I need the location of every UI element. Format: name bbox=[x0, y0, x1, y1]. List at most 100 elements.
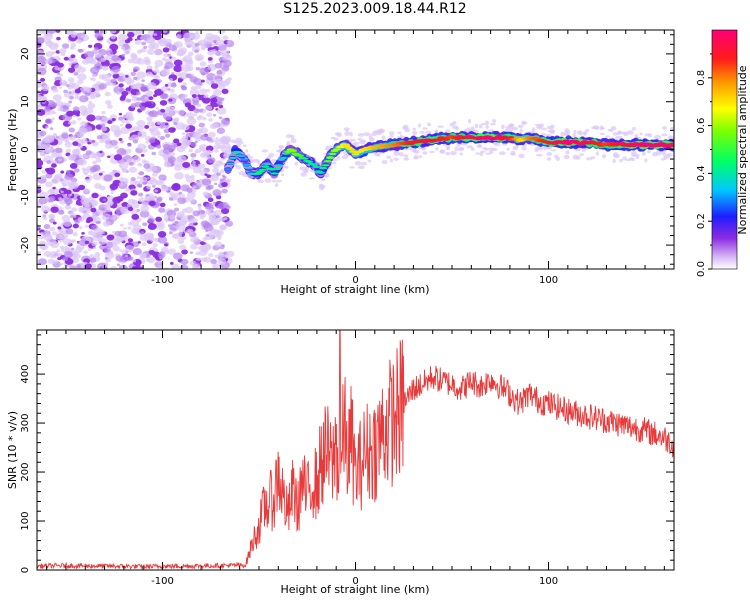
noise-speckle bbox=[156, 144, 162, 149]
noise-speckle bbox=[181, 85, 187, 90]
y-tick-label: 0 bbox=[20, 567, 31, 573]
noise-speckle bbox=[88, 100, 92, 104]
noise-speckle bbox=[146, 82, 157, 90]
noise-speckle bbox=[77, 216, 85, 223]
noise-speckle bbox=[157, 230, 167, 238]
noise-speckle bbox=[192, 166, 202, 174]
noise-speckle bbox=[127, 238, 134, 243]
noise-speckle bbox=[101, 110, 106, 115]
ridge-halo bbox=[290, 138, 297, 144]
noise-speckle bbox=[43, 32, 54, 41]
noise-speckle bbox=[70, 33, 77, 38]
noise-speckle bbox=[214, 229, 220, 234]
noise-speckle bbox=[153, 69, 160, 74]
noise-speckle bbox=[221, 181, 228, 188]
ridge-halo bbox=[445, 147, 450, 150]
noise-speckle bbox=[176, 211, 185, 218]
colorbar-tick-label: 0.0 bbox=[696, 261, 707, 277]
ridge-halo bbox=[517, 124, 524, 129]
noise-speckle bbox=[149, 66, 153, 70]
noise-speckle bbox=[144, 195, 152, 202]
snr-panel: -100 0 100 0 100 200 300 400 Height of straight… bbox=[6, 329, 675, 596]
ridge-halo bbox=[490, 122, 496, 126]
noise-speckle bbox=[163, 125, 167, 129]
noise-speckle bbox=[148, 96, 154, 101]
ridge-halo bbox=[281, 173, 285, 177]
noise-speckle bbox=[55, 30, 61, 33]
noise-speckle bbox=[186, 65, 194, 72]
noise-speckle bbox=[118, 116, 124, 121]
snr-axes: -100 0 100 0 100 200 300 400 bbox=[20, 330, 674, 587]
ridge-halo bbox=[420, 147, 427, 151]
ridge-halo bbox=[576, 155, 581, 160]
noise-speckle bbox=[225, 220, 234, 227]
noise-speckle bbox=[176, 34, 182, 39]
y-tick-label: -10 bbox=[20, 189, 31, 205]
ridge-halo bbox=[367, 159, 372, 163]
noise-speckle bbox=[111, 238, 121, 245]
noise-speckle bbox=[68, 121, 72, 125]
noise-speckle bbox=[193, 113, 198, 117]
ridge-halo bbox=[474, 123, 479, 129]
noise-speckle bbox=[138, 192, 144, 197]
noise-speckle bbox=[64, 204, 72, 210]
noise-speckle bbox=[200, 210, 206, 214]
ridge-cell bbox=[256, 170, 265, 173]
noise-speckle bbox=[136, 183, 142, 188]
noise-speckle bbox=[91, 74, 96, 78]
noise-speckle bbox=[201, 47, 206, 51]
noise-speckle bbox=[125, 87, 131, 92]
noise-speckle bbox=[195, 251, 201, 256]
noise-speckle bbox=[68, 100, 73, 104]
noise-speckle bbox=[37, 250, 42, 255]
noise-speckle bbox=[161, 153, 166, 157]
noise-speckle bbox=[206, 136, 212, 142]
ridge-halo bbox=[585, 128, 590, 132]
noise-speckle bbox=[69, 212, 75, 216]
noise-speckle bbox=[37, 55, 46, 64]
ridge-cell bbox=[332, 148, 341, 151]
noise-speckle bbox=[101, 73, 111, 82]
noise-speckle bbox=[59, 238, 65, 243]
noise-speckle bbox=[126, 256, 134, 262]
y-tick-label: 10 bbox=[20, 95, 31, 108]
noise-speckle bbox=[57, 226, 62, 230]
noise-speckle bbox=[192, 100, 199, 106]
noise-speckle bbox=[154, 59, 164, 67]
noise-speckle bbox=[154, 189, 158, 193]
noise-speckle bbox=[199, 61, 207, 67]
noise-speckle bbox=[205, 105, 213, 111]
noise-speckle bbox=[190, 217, 198, 224]
noise-speckle bbox=[207, 49, 215, 56]
noise-speckle bbox=[79, 145, 83, 149]
noise-speckle bbox=[59, 262, 63, 266]
ridge-cell bbox=[328, 152, 337, 156]
noise-speckle bbox=[147, 217, 155, 223]
ridge-halo bbox=[389, 158, 394, 163]
noise-speckle bbox=[104, 91, 111, 97]
noise-speckle bbox=[118, 264, 128, 269]
noise-speckle bbox=[205, 209, 212, 215]
spectrogram-x-axis-label: Height of straight line (km) bbox=[280, 283, 429, 296]
noise-speckle bbox=[102, 221, 110, 227]
noise-speckle bbox=[62, 256, 69, 262]
ridge-halo bbox=[393, 151, 400, 156]
ridge-halo bbox=[613, 153, 620, 159]
noise-speckle bbox=[222, 35, 229, 40]
noise-speckle bbox=[80, 197, 90, 205]
ridge-cell bbox=[323, 160, 332, 163]
noise-speckle bbox=[48, 218, 55, 224]
ridge-halo bbox=[563, 154, 570, 160]
noise-speckle bbox=[131, 96, 139, 102]
noise-speckle bbox=[188, 115, 194, 120]
colorbar-label: Normalized spectral amplitude bbox=[736, 65, 749, 234]
ridge-halo bbox=[485, 120, 490, 126]
noise-speckle bbox=[160, 85, 169, 92]
noise-speckle bbox=[216, 215, 220, 218]
snr-series-line bbox=[37, 330, 674, 570]
noise-speckle bbox=[112, 83, 117, 87]
noise-speckle bbox=[141, 41, 147, 46]
noise-speckle bbox=[61, 178, 71, 186]
noise-speckle bbox=[83, 172, 88, 176]
